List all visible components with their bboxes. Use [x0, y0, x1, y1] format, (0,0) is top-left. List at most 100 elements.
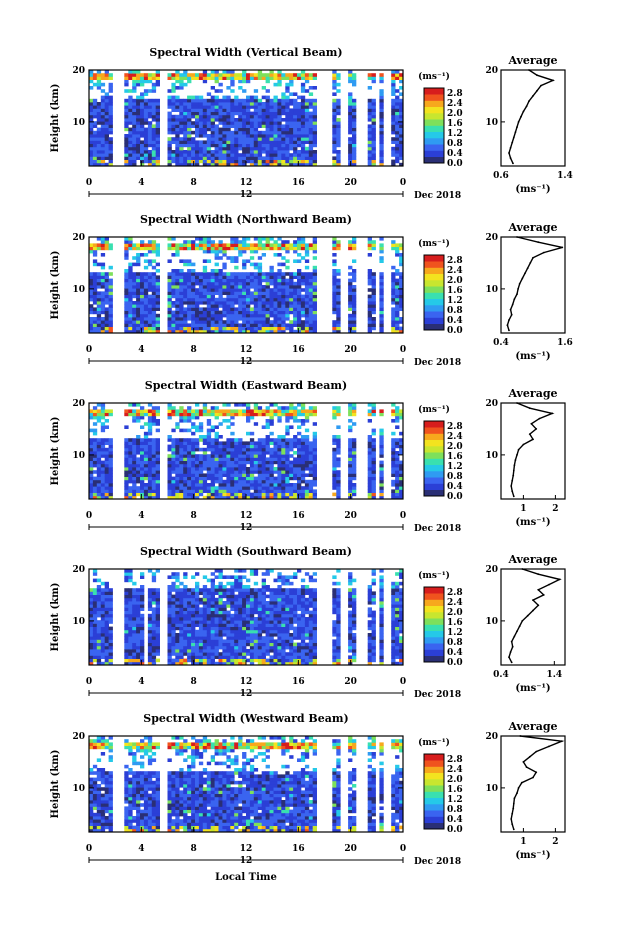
heatmap-cell: [277, 124, 282, 128]
heatmap-cell: [198, 438, 204, 442]
heatmap-cell: [297, 153, 302, 157]
panel-3: Spectral Width (Eastward Beam)1020Height…: [50, 379, 566, 534]
heatmap-cell: [297, 467, 302, 471]
heatmap-cell: [293, 486, 298, 490]
heatmap-cell: [222, 127, 227, 132]
heatmap-cell: [198, 246, 204, 251]
heatmap-cell: [96, 470, 102, 474]
heatmap-cell: [261, 237, 266, 241]
heatmap-cell: [332, 108, 337, 112]
heatmap-cell: [218, 243, 223, 247]
heatmap-cell: [285, 476, 290, 481]
heatmap-cell: [273, 73, 278, 77]
heatmap-cell: [371, 150, 376, 154]
heatmap-cell: [128, 617, 133, 621]
heatmap-cell: [108, 98, 113, 103]
heatmap-cell: [198, 463, 204, 468]
heatmap-cell: [104, 285, 109, 289]
heatmap-cell: [273, 95, 278, 100]
heatmap-cell: [124, 658, 129, 663]
heatmap-cell: [399, 256, 404, 260]
heatmap-cell: [136, 415, 141, 420]
heatmap-cell: [332, 92, 337, 96]
heatmap-cell: [399, 307, 404, 311]
heatmap-cell: [183, 246, 188, 251]
heatmap-cell: [210, 246, 215, 251]
heatmap-cell: [253, 118, 259, 122]
heatmap-cell: [140, 281, 145, 286]
heatmap-cell: [336, 313, 341, 318]
heatmap-cell: [143, 463, 149, 468]
heatmap-cell: [167, 479, 172, 484]
heatmap-cell: [249, 150, 255, 154]
heatmap-cell: [249, 460, 255, 465]
heatmap-cell: [257, 243, 263, 247]
heatmap-cell: [210, 291, 215, 295]
heatmap-cell: [155, 473, 160, 477]
heatmap-cell: [238, 73, 243, 77]
heatmap-cell: [352, 130, 357, 135]
heatmap-cell: [371, 243, 376, 247]
heatmap-cell: [257, 313, 263, 318]
heatmap-cell: [183, 108, 188, 112]
heatmap-cell: [210, 162, 215, 167]
heatmap-cell: [155, 130, 160, 135]
heatmap-cell: [238, 240, 243, 244]
heatmap-cell: [191, 441, 196, 445]
heatmap-cell: [312, 98, 317, 103]
heatmap-cell: [175, 278, 180, 283]
heatmap-cell: [289, 454, 294, 458]
heatmap-cell: [238, 105, 243, 109]
heatmap-cell: [198, 108, 204, 112]
heatmap-cell: [226, 76, 231, 80]
heatmap-cell: [210, 495, 215, 500]
heatmap-cell: [89, 460, 94, 465]
heatmap-cell: [214, 438, 219, 442]
heatmap-cell: [277, 457, 282, 461]
heatmap-cell: [265, 105, 270, 109]
heatmap-cell: [285, 447, 290, 452]
profile-y-tick-label: 10: [485, 118, 498, 128]
x-tick-label: 4: [138, 511, 144, 521]
heatmap-cell: [183, 444, 188, 449]
heatmap-cell: [289, 285, 294, 289]
heatmap-cell: [155, 447, 160, 452]
heatmap-cell: [261, 313, 266, 318]
heatmap-cell: [218, 492, 223, 497]
heatmap-cell: [234, 288, 239, 292]
heatmap-cell: [226, 150, 231, 154]
heatmap-cell: [175, 70, 180, 74]
heatmap-cell: [234, 323, 239, 327]
heatmap-cell: [399, 272, 404, 276]
heatmap-cell: [96, 278, 102, 283]
heatmap-cell: [277, 492, 282, 497]
heatmap-cell: [183, 285, 188, 289]
heatmap-cell: [191, 323, 196, 327]
heatmap-cell: [191, 137, 196, 141]
heatmap-cell: [399, 317, 404, 321]
heatmap-cell: [187, 140, 192, 144]
heatmap-cell: [277, 438, 282, 442]
heatmap-cell: [261, 460, 266, 465]
heatmap-cell: [151, 313, 157, 318]
heatmap-cell: [395, 412, 400, 417]
heatmap-cell: [371, 470, 376, 474]
heatmap-cell: [128, 636, 133, 640]
heatmap-cell: [230, 492, 235, 497]
x-tick-label: 0: [86, 178, 92, 188]
heatmap-cell: [391, 294, 396, 299]
heatmap-cell: [179, 428, 184, 433]
heatmap-cell: [281, 281, 286, 286]
heatmap-cell: [336, 98, 341, 103]
heatmap-cell: [234, 272, 239, 276]
heatmap-cell: [300, 492, 306, 497]
heatmap-cell: [195, 159, 200, 164]
heatmap-cell: [246, 495, 251, 500]
profile-point: [516, 236, 518, 238]
heatmap-cell: [183, 134, 188, 138]
heatmap-cell: [96, 118, 102, 122]
heatmap-cell: [277, 121, 282, 125]
heatmap-cell: [222, 253, 227, 257]
heatmap-cell: [143, 278, 149, 283]
heatmap-cell: [348, 285, 353, 289]
